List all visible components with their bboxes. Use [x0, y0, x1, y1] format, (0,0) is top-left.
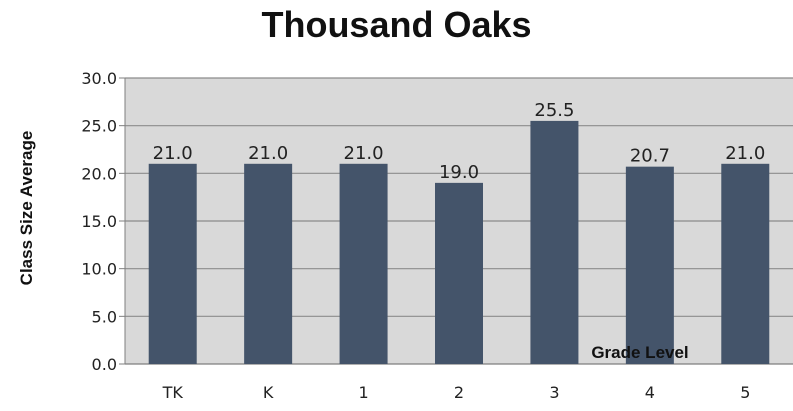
data-label: 21.0	[344, 143, 384, 164]
bar-k	[244, 163, 293, 364]
data-label: 20.7	[630, 146, 670, 167]
y-tick-label: 15.0	[81, 212, 117, 231]
y-tick-label: 10.0	[81, 260, 117, 279]
data-label: 21.0	[248, 143, 288, 164]
y-tick-label: 25.0	[81, 117, 117, 136]
x-axis-ticks: TK K 1 2 3 4 5	[162, 383, 751, 402]
y-tick-label: 0.0	[92, 355, 117, 374]
x-tick-label: 1	[358, 383, 368, 402]
data-label: 19.0	[439, 162, 479, 183]
y-axis-ticks: 0.0 5.0 10.0 15.0 20.0 25.0 30.0	[81, 69, 126, 374]
x-tick-label: 2	[454, 383, 464, 402]
x-tick-label: 5	[740, 383, 750, 402]
data-label: 25.5	[534, 100, 574, 121]
x-axis-title: Grade Level	[591, 343, 688, 362]
data-label: 21.0	[725, 143, 765, 164]
y-axis-title: Class Size Average	[17, 131, 36, 286]
y-tick-label: 30.0	[81, 69, 117, 88]
bar-3	[530, 120, 579, 365]
y-tick-label: 5.0	[92, 307, 117, 326]
data-labels: 21.0 21.0 21.0 19.0 25.5 20.7 21.0	[153, 100, 766, 183]
bars	[148, 120, 770, 365]
x-tick-label: TK	[162, 383, 184, 402]
chart-title: Thousand Oaks	[261, 4, 532, 45]
x-tick-label: 3	[549, 383, 559, 402]
bar-tk	[148, 163, 197, 364]
x-tick-label: K	[263, 383, 274, 402]
bar-1	[339, 163, 388, 364]
bar-4	[625, 166, 674, 364]
y-tick-label: 20.0	[81, 164, 117, 183]
bar-2	[435, 182, 483, 364]
bar-5	[721, 163, 770, 364]
x-tick-label: 4	[645, 383, 655, 402]
data-label: 21.0	[153, 143, 193, 164]
